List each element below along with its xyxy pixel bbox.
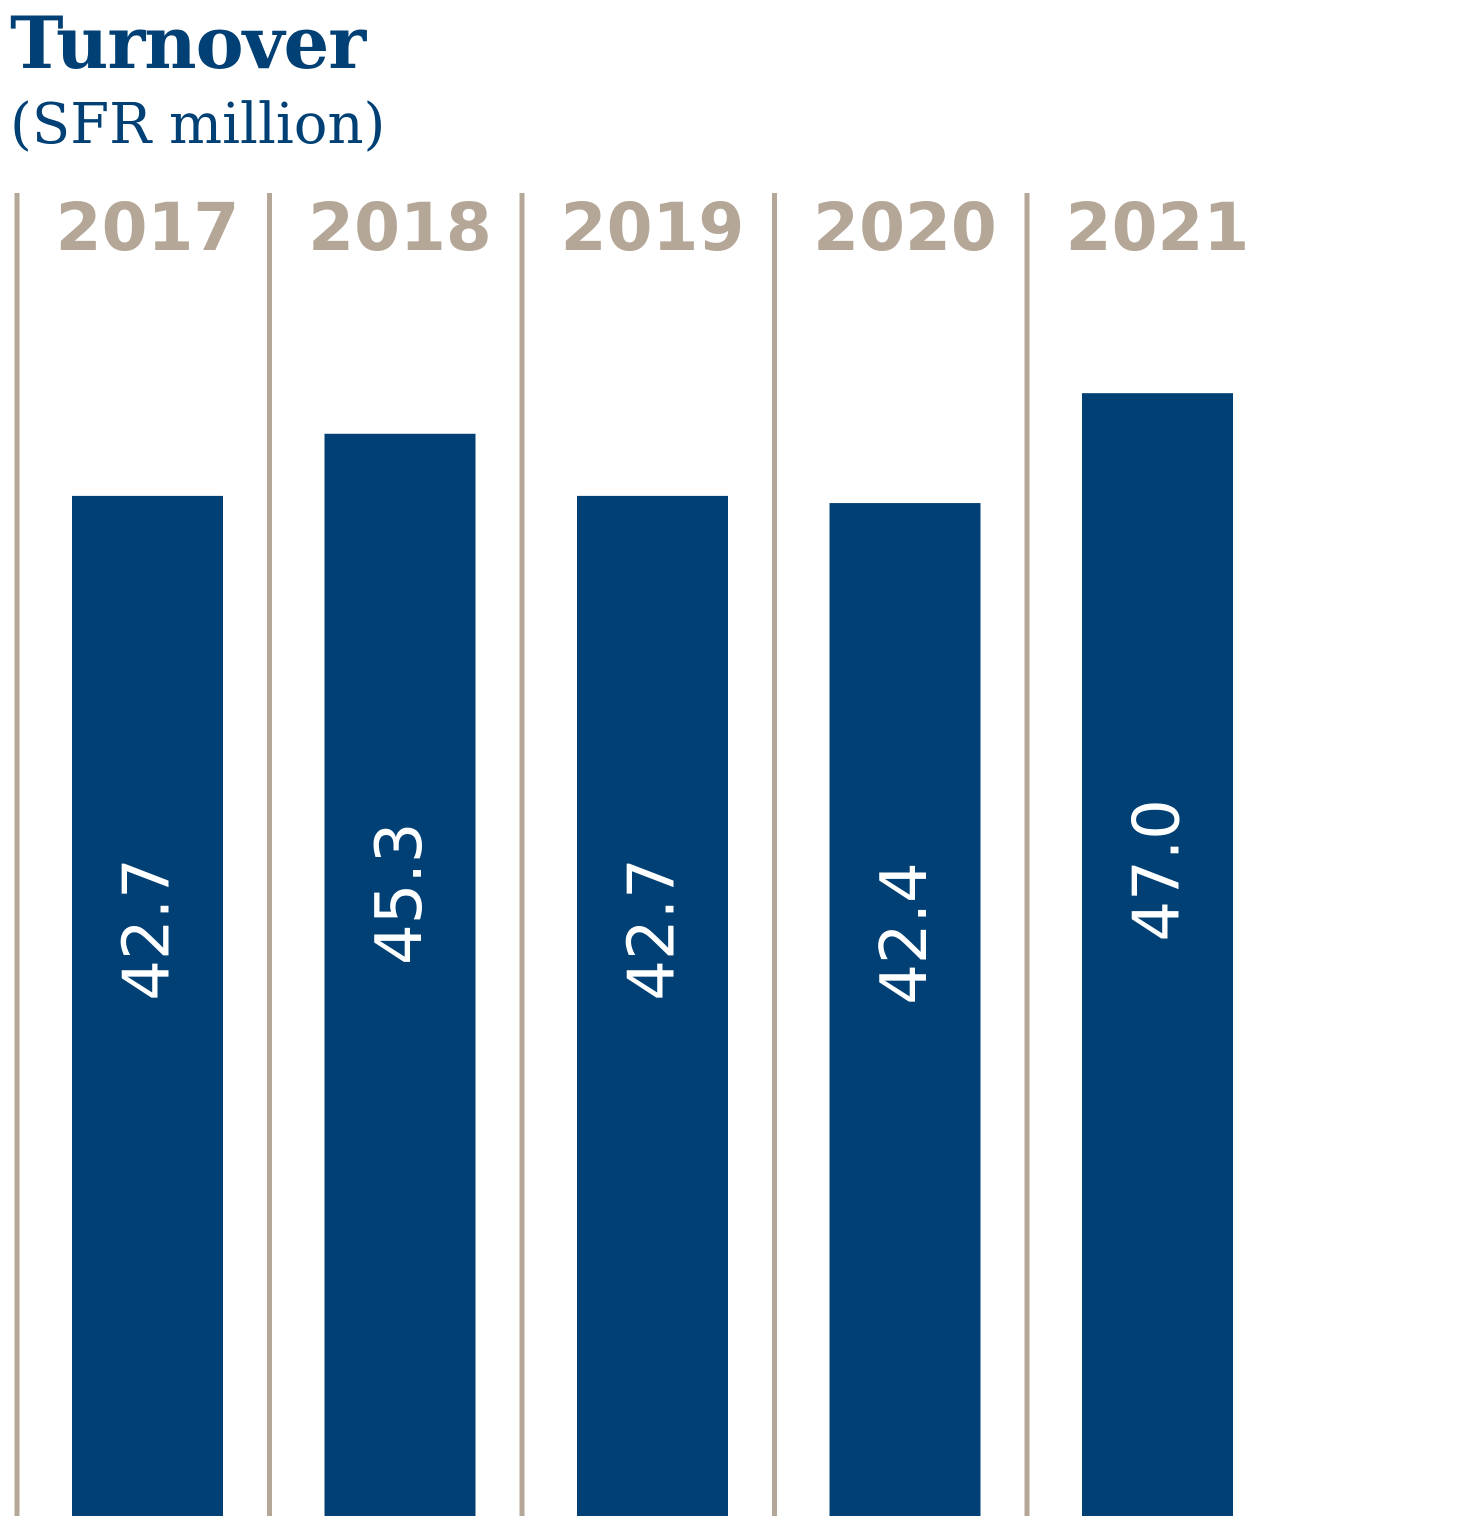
value-label-2021: 47.0 [1121,799,1195,942]
year-labels: 2017 2018 2019 2020 2021 [56,189,1250,266]
value-label-2018: 45.3 [363,822,437,965]
value-label-2019: 42.7 [616,858,690,1001]
bar-2020 [829,503,981,1517]
year-label-2019: 2019 [561,189,745,266]
bar-2021 [1082,393,1233,1516]
bar-series [72,393,1233,1517]
year-label-2017: 2017 [56,189,240,266]
value-label-2017: 42.7 [111,858,185,1001]
bar-2019 [577,495,728,1517]
value-label-2020: 42.4 [868,862,942,1005]
year-label-2021: 2021 [1066,189,1250,266]
category-dividers [14,193,1030,1516]
bar-2018 [324,433,476,1517]
value-labels: 42.7 45.3 42.7 42.4 47.0 [111,799,1195,1005]
chart-subtitle: (SFR million) [10,92,386,157]
year-label-2020: 2020 [813,189,997,266]
year-label-2018: 2018 [308,189,492,266]
chart-title: Turnover [10,0,366,85]
bar-2017 [72,495,223,1517]
